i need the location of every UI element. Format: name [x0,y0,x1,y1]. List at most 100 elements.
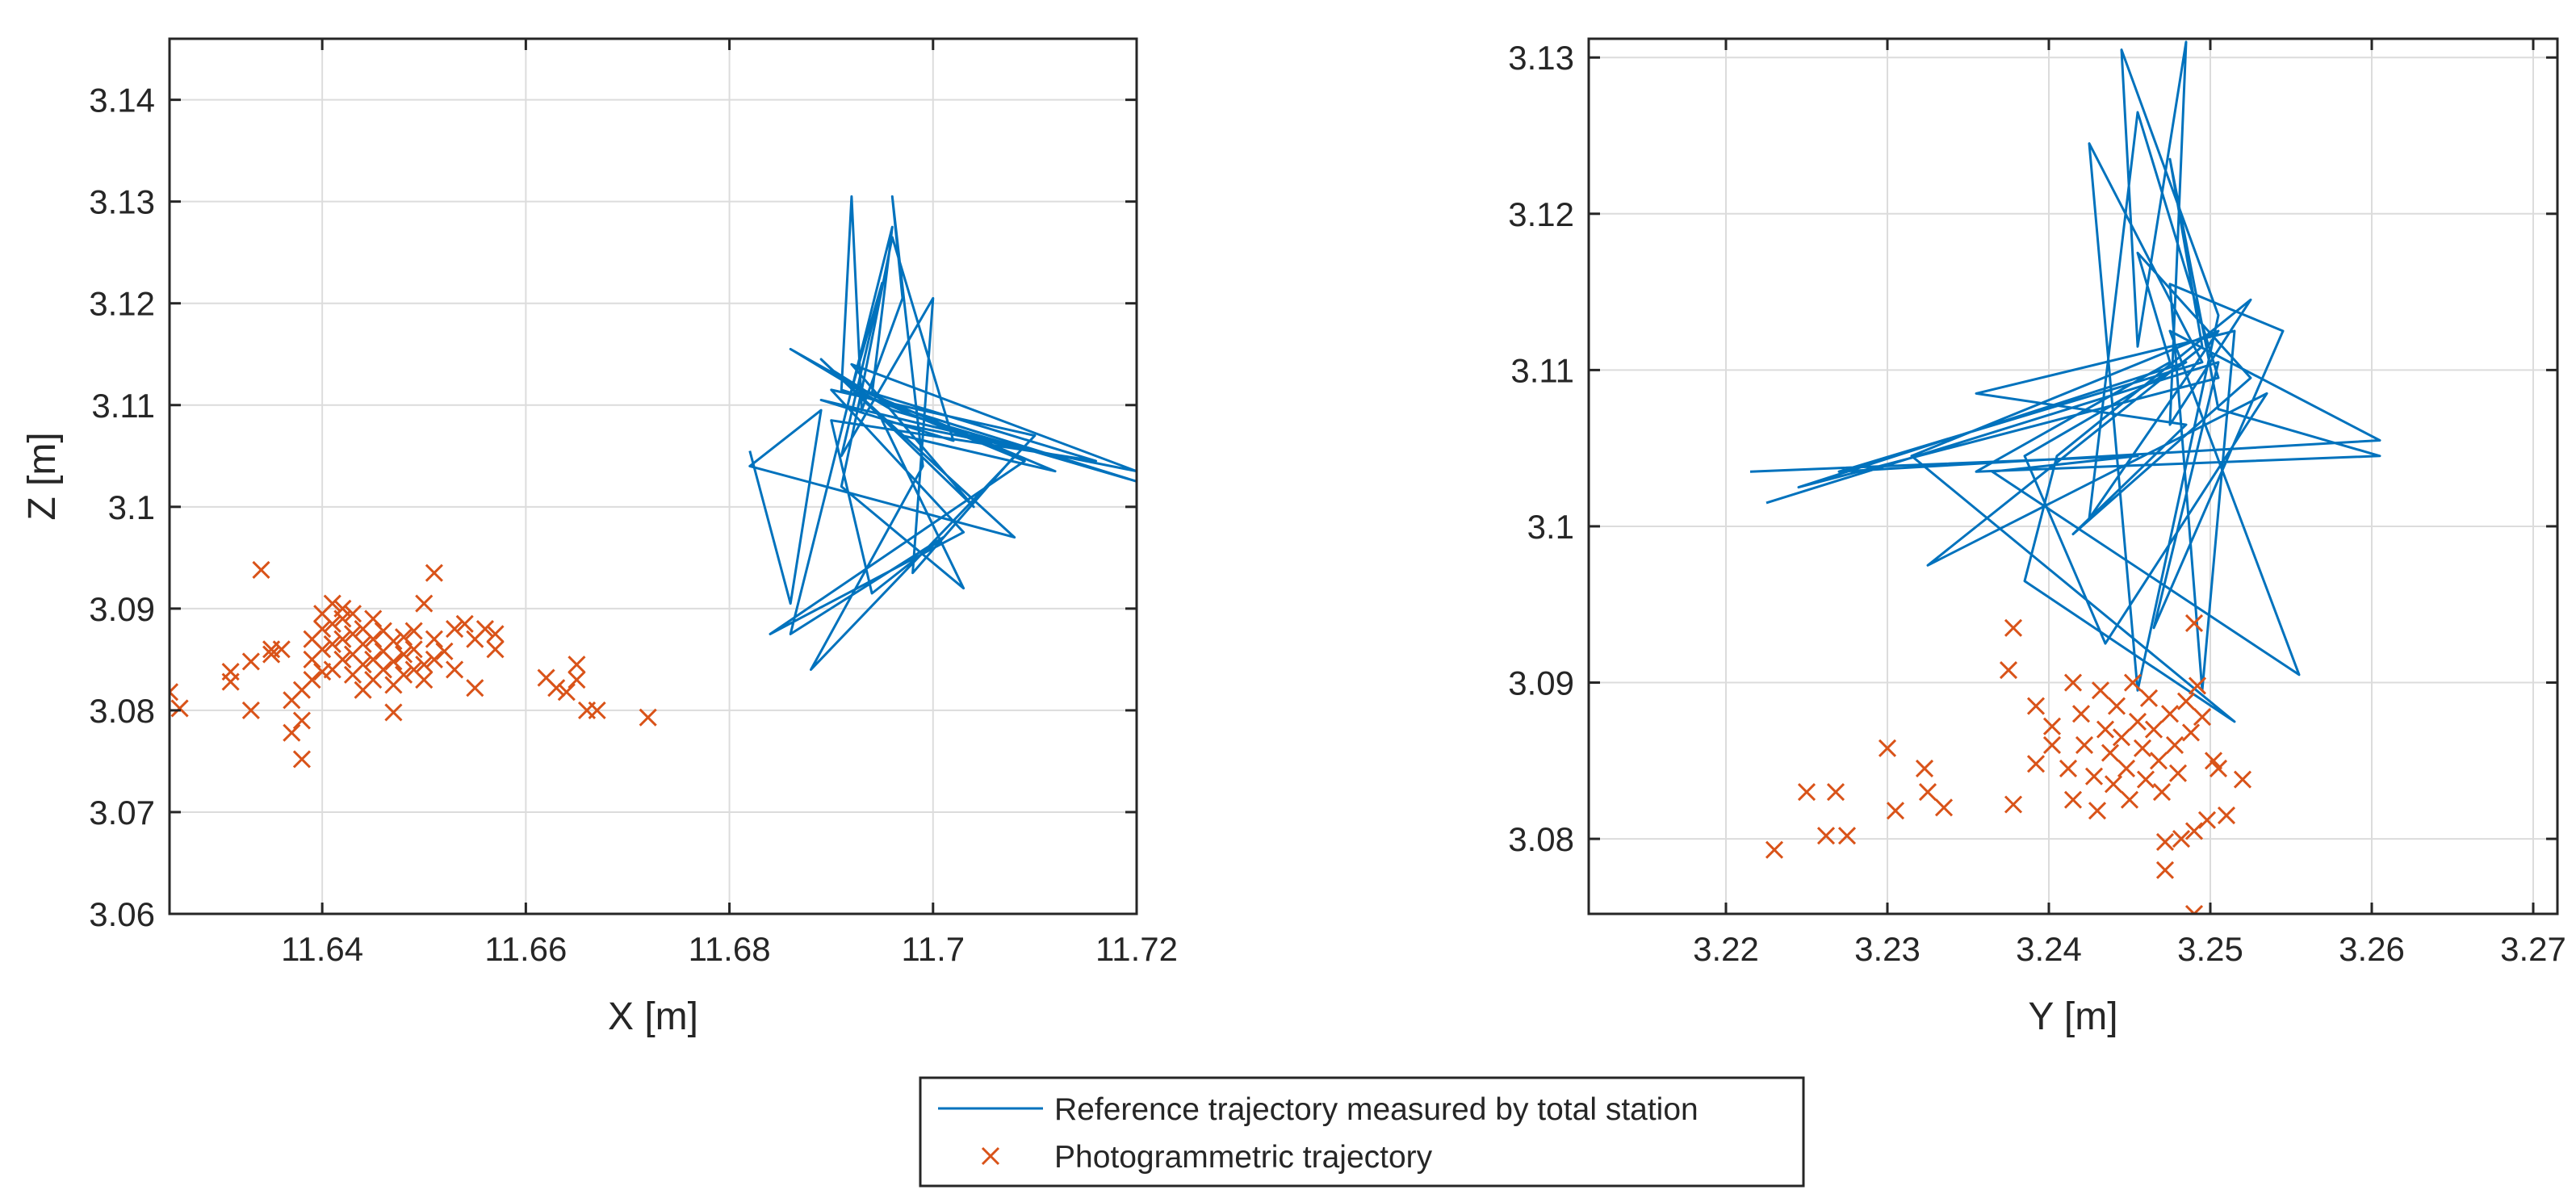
plot-frame-x-z [168,37,1138,915]
photogrammetric-point [588,701,606,719]
photogrammetric-point [384,632,403,651]
photogrammetric-point [303,671,321,689]
photogrammetric-point [2042,735,2062,755]
photogrammetric-point [2155,861,2175,879]
photogrammetric-point [323,614,341,633]
photogrammetric-point [283,723,301,742]
photogrammetric-point [2123,673,2142,692]
photogrammetric-point [1797,782,1816,802]
photogrammetric-point [2004,618,2023,637]
photogrammetric-point [333,650,352,668]
photogrammetric-point [2117,759,2136,778]
y-tick-label: 3.12 [1508,195,1574,233]
photogrammetric-point [2184,614,2204,633]
photogrammetric-point [2144,720,2163,739]
photogrammetric-point [446,620,464,639]
photogrammetric-point [2063,673,2083,692]
photogrammetric-point [2120,790,2139,809]
y-tick-label: 3.1 [108,488,155,526]
reference-trajectory-line [748,195,1137,671]
photogrammetric-point [557,683,576,702]
photogrammetric-point [568,671,586,689]
photogrammetric-point [415,594,434,613]
photogrammetric-point [1886,802,1905,820]
legend-x-marker [981,1146,1000,1166]
axes-x-z: 11.64 11.66 11.68 11.7 11.72 3.06 3.07 3.08 3.09… [21,37,1178,1038]
photogrammetric-point [1918,782,1937,802]
photogrammetric-point [486,640,505,659]
photogrammetric-point [404,622,423,640]
legend-x-icon [981,1146,1000,1166]
photogrammetric-point [425,630,443,648]
photogrammetric-point [364,630,383,648]
photogrammetric-point [2217,806,2236,825]
photogrammetric-point [639,708,657,727]
photogrammetric-point [343,605,362,623]
photogrammetric-point [272,640,291,659]
photogrammetric-point [2184,822,2204,840]
photogrammetric-point [313,640,332,659]
photogrammetric-point [1816,827,1836,845]
photogrammetric-point [415,671,434,689]
photogrammetric-point [568,656,586,674]
photogrammetric-point [374,660,392,679]
photogrammetric-point [2204,752,2223,770]
photogrammetric-point [241,652,260,671]
photogrammetric-point [2026,697,2046,715]
photogrammetric-point [455,614,474,633]
photogrammetric-point [2165,735,2184,755]
photogrammetric-point [2084,767,2104,786]
y-tick-label: 3.06 [89,895,155,933]
photogrammetric-point [292,711,311,730]
photogrammetric-point [394,665,413,684]
photogrammetric-point [2104,775,2123,794]
photogrammetric-point [364,610,383,628]
axes-y-z: 3.22 3.23 3.24 3.25 3.26 3.27 3.08 3.09 3.1 3.11 3… [1508,37,2566,1038]
y-tick-label: 3.11 [1510,351,1574,389]
photogrammetric-point [333,599,352,618]
photogrammetric-point [2101,744,2120,762]
photogrammetric-point [1915,759,1934,778]
y-tick-label: 3.08 [89,692,155,730]
photogrammetric-point [2152,782,2172,802]
photogrammetric-point [2233,770,2252,789]
photogrammetric-point [2136,770,2155,789]
x-tick-label: 3.25 [2177,930,2243,968]
x-axis-label-x: X [m] [608,995,698,1038]
photogrammetric-point [2149,752,2168,770]
photogrammetric-point [2091,681,2110,700]
x-tick-label: 3.26 [2339,930,2405,968]
photogrammetric-point [170,683,179,702]
x-tick-label: 3.23 [1854,930,1920,968]
photogrammetric-point [2184,904,2204,914]
photogrammetric-point [2155,832,2175,852]
photogrammetric-point [2071,705,2091,723]
photogrammetric-point [323,594,341,613]
photogrammetric-point [435,642,454,660]
photogrammetric-point [221,662,240,681]
x-axis-label-y: Y [m] [2028,995,2117,1038]
photogrammetric-point [394,628,413,647]
x-tick-label: 11.72 [1095,930,1178,968]
photogrammetric-point [384,652,403,671]
y-tick-label: 3.09 [1508,664,1574,702]
photogrammetric-point [2004,795,2023,814]
y-tick-label: 3.13 [1508,39,1574,77]
photogrammetric-point [2181,723,2201,742]
y-tick-label: 3.1 [1527,508,1574,546]
y-tick-label: 3.09 [89,590,155,628]
photogrammetric-point [2026,755,2046,773]
photogrammetric-point [313,620,332,639]
y-tick-label: 3.08 [1508,820,1574,858]
photogrammetric-point [2042,717,2062,735]
photogrammetric-point [354,635,372,654]
x-tick-label: 3.24 [2016,930,2082,968]
photogrammetric-point [2112,728,2131,747]
photogrammetric-point [2063,790,2083,809]
y-tick-label: 3.14 [89,82,155,119]
photogrammetric-point [292,750,311,769]
photogrammetric-point [2128,712,2147,731]
photogrammetric-point [323,635,341,654]
x-tick-label: 3.22 [1693,930,1759,968]
